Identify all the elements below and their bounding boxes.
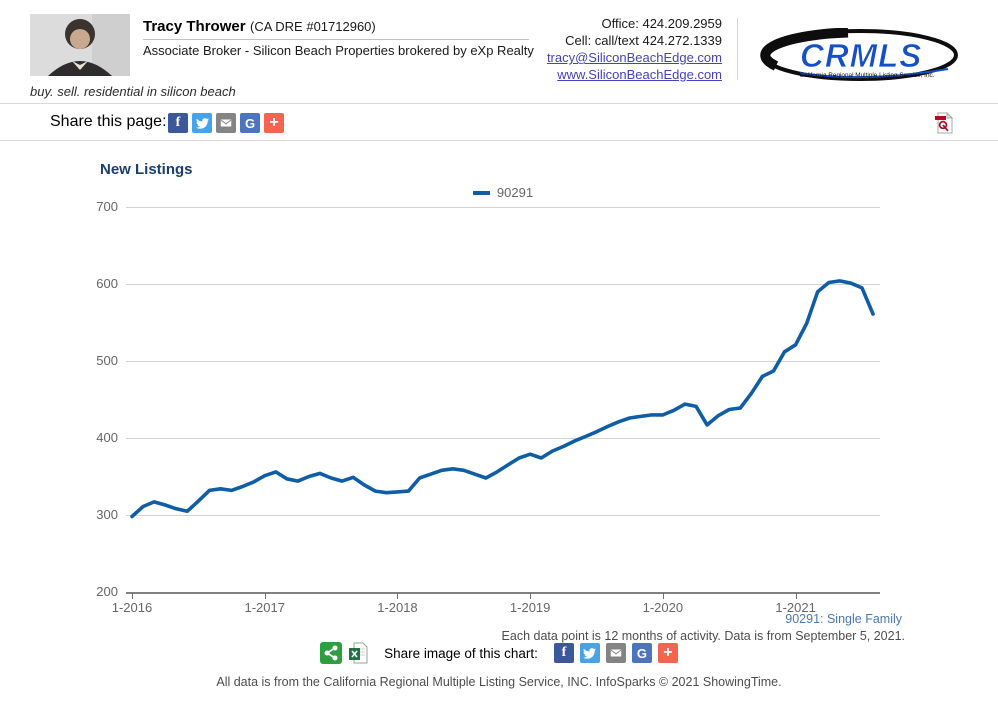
footer-attribution: All data is from the California Regional… xyxy=(216,675,782,689)
x-tick-mark-1-2017 xyxy=(264,593,266,599)
x-tick-label-1-2017: 1-2017 xyxy=(244,600,285,615)
contact-block: Office: 424.209.2959 Cell: call/text 424… xyxy=(430,15,722,83)
y-tick-label-500: 500 xyxy=(96,353,118,368)
page-header: Tracy Thrower (CA DRE #01712960) Associa… xyxy=(0,0,998,104)
agent-name: Tracy Thrower xyxy=(143,18,246,35)
email-icon[interactable] xyxy=(605,643,626,663)
google-icon[interactable]: G xyxy=(240,113,260,133)
agent-name-block: Tracy Thrower (CA DRE #01712960) Associa… xyxy=(143,18,534,58)
website-link[interactable]: www.SiliconBeachEdge.com xyxy=(557,67,722,82)
crmls-logo: CRMLS California Regional Multiple Listi… xyxy=(760,27,960,88)
twitter-bird-icon xyxy=(583,647,597,659)
facebook-icon[interactable]: f xyxy=(168,113,188,133)
twitter-icon[interactable] xyxy=(579,643,600,663)
gridline-300 xyxy=(126,515,880,516)
email-link[interactable]: tracy@SiliconBeachEdge.com xyxy=(546,50,722,65)
x-tick-mark-1-2020 xyxy=(662,593,664,599)
y-tick-label-700: 700 xyxy=(96,199,118,214)
share-bar: Share this page: f G + xyxy=(0,104,998,141)
x-tick-label-1-2021: 1-2021 xyxy=(775,600,816,615)
gridline-400 xyxy=(126,438,880,439)
x-tick-mark-1-2021 xyxy=(795,593,797,599)
crmls-logo-text: CRMLS xyxy=(800,37,922,74)
y-tick-label-200: 200 xyxy=(96,584,118,599)
facebook-icon[interactable]: f xyxy=(553,643,574,663)
excel-file-icon xyxy=(349,642,368,664)
crmls-logo-caption: California Regional Multiple Listing Ser… xyxy=(800,72,935,79)
x-tick-label-1-2020: 1-2020 xyxy=(642,600,684,615)
agent-photo-image xyxy=(30,14,130,76)
chart-note: Each data point is 12 months of activity… xyxy=(501,629,905,643)
x-tick-label-1-2019: 1-2019 xyxy=(509,600,551,615)
agent-photo xyxy=(30,14,130,76)
share-page-icons: f G + xyxy=(168,113,284,133)
chart-section: New Listings 90291 700 600 500 400 300 200 1-2… xyxy=(0,141,998,701)
agent-tagline: buy. sell. residential in silicon beach xyxy=(30,84,236,99)
header-vertical-divider xyxy=(737,18,738,80)
image-share-row: Share image of this chart: f G + xyxy=(0,642,998,664)
cell-phone: Cell: call/text 424.272.1339 xyxy=(565,33,722,48)
agent-license: (CA DRE #01712960) xyxy=(250,19,376,34)
office-phone: Office: 424.209.2959 xyxy=(601,16,722,31)
crmls-logo-image: CRMLS California Regional Multiple Listi… xyxy=(760,27,958,81)
y-tick-label-400: 400 xyxy=(96,430,118,445)
y-tick-label-300: 300 xyxy=(96,507,118,522)
x-tick-label-1-2016: 1-2016 xyxy=(111,600,153,615)
series-line-90291 xyxy=(130,279,875,519)
pdf-page-icon xyxy=(935,111,954,134)
excel-download-icon[interactable] xyxy=(348,642,370,664)
email-icon[interactable] xyxy=(216,113,236,133)
twitter-icon[interactable] xyxy=(192,113,212,133)
gridline-700 xyxy=(126,207,880,208)
pdf-download-icon[interactable] xyxy=(934,111,954,134)
share-nodes-icon xyxy=(320,642,343,664)
gridline-500 xyxy=(126,361,880,362)
legend-series-label: 90291 xyxy=(496,185,534,200)
share-icon[interactable] xyxy=(320,642,343,664)
envelope-icon xyxy=(610,649,622,657)
x-tick-mark-1-2018 xyxy=(397,593,399,599)
x-tick-mark-1-2019 xyxy=(530,593,532,599)
series-caption: 90291: Single Family xyxy=(785,612,902,626)
agent-name-row: Tracy Thrower (CA DRE #01712960) xyxy=(143,18,529,40)
x-tick-mark-1-2016 xyxy=(132,593,133,599)
legend-line-swatch xyxy=(472,190,490,195)
image-share-label: Share image of this chart: xyxy=(384,645,538,661)
chart-legend: 90291 xyxy=(126,185,880,200)
envelope-icon xyxy=(220,119,232,127)
share-page-label: Share this page: xyxy=(50,113,167,130)
agent-title: Associate Broker - Silicon Beach Propert… xyxy=(143,43,534,58)
addtoany-plus-icon[interactable]: + xyxy=(264,113,284,133)
chart-title: New Listings xyxy=(100,161,193,178)
google-icon[interactable]: G xyxy=(631,643,652,663)
x-tick-label-1-2018: 1-2018 xyxy=(377,600,418,615)
addtoany-plus-icon[interactable]: + xyxy=(657,643,678,663)
twitter-bird-icon xyxy=(195,117,209,129)
gridline-600 xyxy=(126,284,880,285)
x-axis-line xyxy=(126,592,880,594)
y-tick-label-600: 600 xyxy=(96,276,118,291)
